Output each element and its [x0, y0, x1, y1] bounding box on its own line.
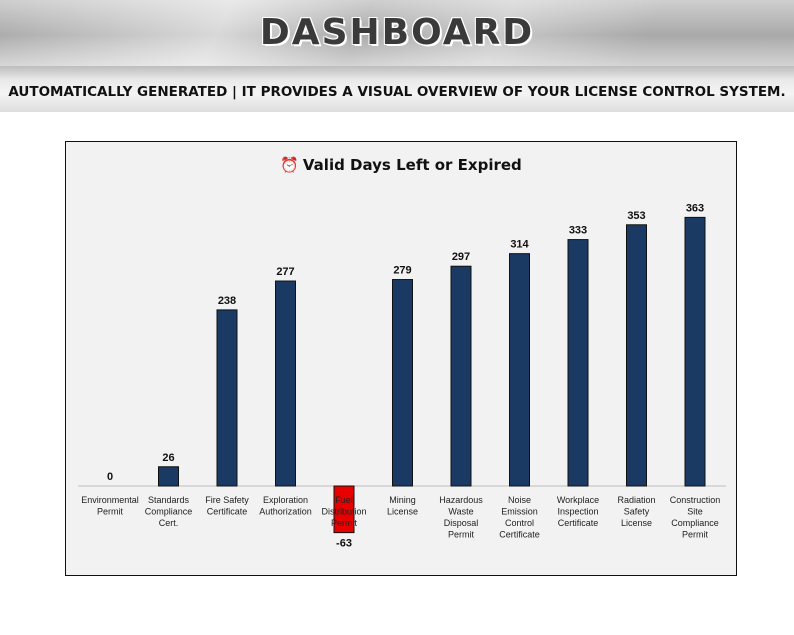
bar-value-label-3: 277 — [276, 266, 294, 278]
category-label-6: Hazardous Waste Disposal Permit — [439, 495, 483, 540]
chart-title: Valid Days Left or Expired — [302, 156, 522, 174]
bar-value-label-10: 363 — [686, 202, 704, 214]
header-banner — [0, 0, 794, 78]
category-label-1: Standards Compliance Cert. — [145, 495, 193, 528]
bar-3 — [275, 280, 296, 487]
category-label-3: Exploration Authorization — [259, 495, 312, 517]
alarm-clock-icon: ⏰ — [280, 156, 299, 174]
bar-value-label-9: 353 — [627, 210, 645, 222]
bar-9 — [626, 224, 647, 487]
bar-chart: 0 Environmental Permit 26 Standards Complianc… — [78, 202, 726, 550]
bar-7 — [509, 253, 530, 487]
bar-2 — [216, 309, 238, 487]
bar-value-label-7: 314 — [510, 239, 529, 251]
category-label-9: Radiation Safety License — [617, 495, 655, 528]
category-label-7: Noise Emission Control Certificate — [499, 495, 540, 540]
bar-value-label-8: 333 — [569, 225, 587, 237]
page-title: DASHBOARD — [259, 12, 535, 53]
bar-8 — [567, 239, 589, 487]
bar-value-label-2: 238 — [218, 295, 236, 307]
bar-value-label-0: 0 — [107, 471, 113, 483]
bar-10 — [684, 216, 706, 487]
category-label-2: Fire Safety Certificate — [205, 495, 249, 517]
category-label-0: Environmental Permit — [81, 495, 139, 517]
bar-1 — [158, 466, 179, 487]
bar-4 — [333, 485, 355, 534]
bar-value-label-1: 26 — [162, 452, 174, 464]
bar-6 — [450, 265, 472, 487]
chart-title-row: ⏰ Valid Days Left or Expired — [66, 156, 736, 174]
chart-panel: ⏰ Valid Days Left or Expired 0 Environment… — [65, 141, 737, 576]
bar-value-label-6: 297 — [452, 251, 470, 263]
category-label-10: Construction Site Compliance Permit — [670, 495, 721, 540]
bar-5 — [392, 279, 413, 487]
subtitle-bar — [0, 66, 794, 112]
category-label-5: Mining License — [387, 495, 418, 517]
bar-value-label-4: -63 — [336, 538, 352, 550]
category-label-8: Workplace Inspection Certificate — [557, 495, 599, 528]
bar-value-label-5: 279 — [393, 265, 411, 277]
page-subtitle: AUTOMATICALLY GENERATED | IT PROVIDES A … — [8, 84, 786, 100]
category-label-4: Fuel Distribution Permit — [321, 495, 366, 528]
